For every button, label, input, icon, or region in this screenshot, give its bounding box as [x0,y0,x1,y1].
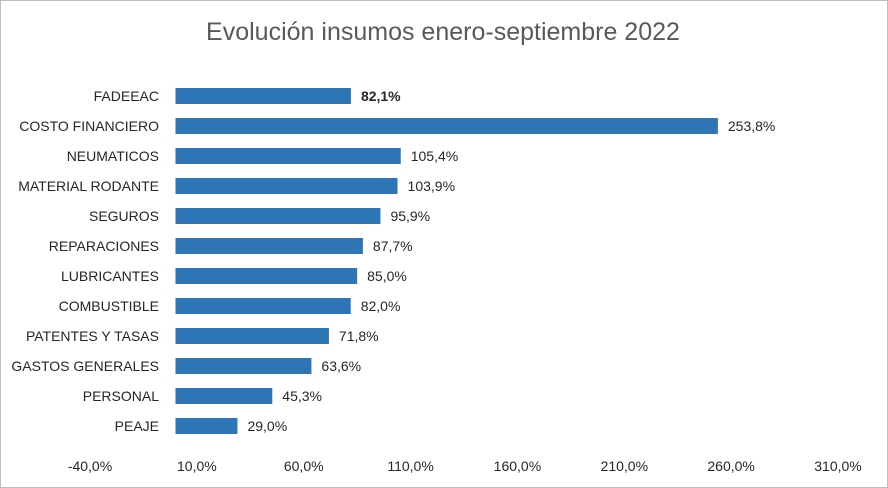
x-tick-label: 260,0% [707,458,754,474]
chart-title: Evolución insumos enero-septiembre 2022 [206,18,680,46]
x-tick-label: 160,0% [494,458,541,474]
category-label: NEUMATICOS [67,148,159,164]
bar [175,208,381,224]
category-label: PATENTES Y TASAS [26,328,159,344]
bar [175,388,273,404]
category-label: COSTO FINANCIERO [19,118,159,134]
x-tick-label: 310,0% [814,458,861,474]
data-label: 82,0% [361,298,401,314]
bar [175,148,401,164]
data-label: 103,9% [408,178,455,194]
bar [175,178,398,194]
x-tick-label: 10,0% [177,458,217,474]
category-label: FADEEAC [94,88,159,104]
category-label: REPARACIONES [49,238,159,254]
category-label: PERSONAL [83,388,159,404]
data-label: 71,8% [339,328,379,344]
bar [175,238,363,254]
x-tick-label: -40,0% [68,458,112,474]
data-label: 82,1% [361,88,401,104]
bar [175,118,718,134]
bar [175,358,312,374]
category-label: GASTOS GENERALES [11,358,159,374]
data-label: 253,8% [728,118,775,134]
data-label: 87,7% [373,238,413,254]
x-tick-label: 210,0% [601,458,648,474]
bar [175,298,351,314]
x-tick-label: 60,0% [284,458,324,474]
data-label: 29,0% [247,418,287,434]
x-tick-label: 110,0% [387,458,433,474]
category-label: PEAJE [115,418,159,434]
bar [175,88,351,104]
data-label: 85,0% [367,268,407,284]
category-label: SEGUROS [89,208,159,224]
data-label: 45,3% [282,388,322,404]
category-label: LUBRICANTES [61,268,159,284]
bar [175,328,329,344]
category-label: MATERIAL RODANTE [18,178,159,194]
data-label: 63,6% [321,358,361,374]
category-label: COMBUSTIBLE [59,298,159,314]
bar [175,268,358,284]
data-label: 105,4% [411,148,458,164]
bar [175,418,238,434]
data-label: 95,9% [390,208,430,224]
